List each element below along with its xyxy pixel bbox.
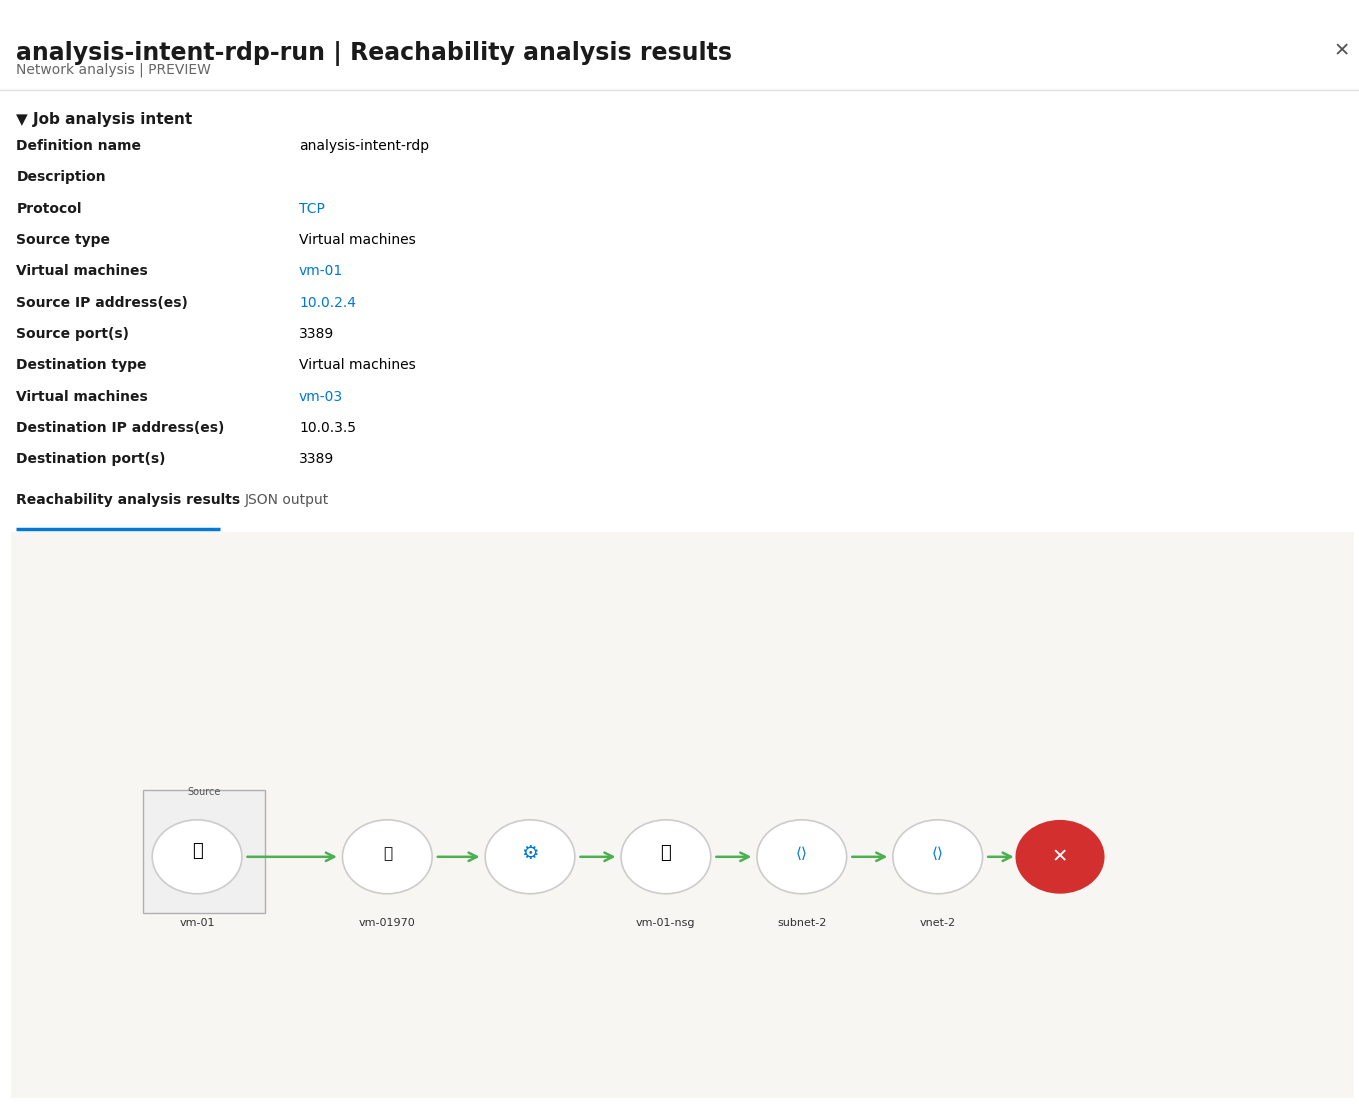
Text: analysis-intent-rdp-run | Reachability analysis results: analysis-intent-rdp-run | Reachability a… xyxy=(16,41,733,66)
Text: analysis-intent-rdp: analysis-intent-rdp xyxy=(299,139,429,153)
Text: vm-01-nsg: vm-01-nsg xyxy=(636,918,696,928)
Text: vm-01970: vm-01970 xyxy=(359,918,416,928)
Text: subnet-2: subnet-2 xyxy=(777,918,826,928)
Text: 3389: 3389 xyxy=(299,452,334,467)
Text: Source type: Source type xyxy=(16,233,110,248)
Text: vm-01: vm-01 xyxy=(179,918,215,928)
Text: ⟨⟩: ⟨⟩ xyxy=(796,846,807,861)
Text: vm-03: vm-03 xyxy=(299,390,342,404)
Circle shape xyxy=(1017,821,1104,893)
Text: Virtual machines: Virtual machines xyxy=(16,264,148,279)
Text: Virtual machines: Virtual machines xyxy=(16,390,148,404)
Text: Description: Description xyxy=(16,170,106,185)
Circle shape xyxy=(757,820,847,894)
Circle shape xyxy=(342,820,432,894)
Text: Virtual machines: Virtual machines xyxy=(299,233,416,248)
Circle shape xyxy=(893,820,983,894)
Text: ⟨⟩: ⟨⟩ xyxy=(932,846,943,861)
Text: vm-01: vm-01 xyxy=(299,264,344,279)
Text: Destination port(s): Destination port(s) xyxy=(16,452,166,467)
Text: JSON output: JSON output xyxy=(245,493,329,507)
Text: ▼ Job analysis intent: ▼ Job analysis intent xyxy=(16,112,193,127)
Text: Virtual machines: Virtual machines xyxy=(299,358,416,373)
FancyBboxPatch shape xyxy=(11,532,1354,1098)
Text: 🖥: 🖥 xyxy=(192,842,202,860)
Text: Definition name: Definition name xyxy=(16,139,141,153)
Text: Source: Source xyxy=(188,787,220,797)
Text: Reachability analysis results: Reachability analysis results xyxy=(16,493,241,507)
Text: Source port(s): Source port(s) xyxy=(16,327,129,342)
Text: ⚙: ⚙ xyxy=(522,844,538,862)
Text: Source IP address(es): Source IP address(es) xyxy=(16,296,188,310)
Text: Network analysis | PREVIEW: Network analysis | PREVIEW xyxy=(16,63,211,77)
Text: 10.0.3.5: 10.0.3.5 xyxy=(299,421,356,436)
Text: Destination type: Destination type xyxy=(16,358,147,373)
Text: 🟩: 🟩 xyxy=(383,846,391,861)
Circle shape xyxy=(621,820,711,894)
Text: 🛡: 🛡 xyxy=(660,844,671,862)
Text: 10.0.2.4: 10.0.2.4 xyxy=(299,296,356,310)
Circle shape xyxy=(485,820,575,894)
Circle shape xyxy=(152,820,242,894)
Text: Destination IP address(es): Destination IP address(es) xyxy=(16,421,224,436)
Text: ✕: ✕ xyxy=(1052,848,1068,866)
Text: 3389: 3389 xyxy=(299,327,334,342)
Text: ✕: ✕ xyxy=(1333,41,1349,60)
Text: TCP: TCP xyxy=(299,202,325,216)
Text: Protocol: Protocol xyxy=(16,202,82,216)
FancyBboxPatch shape xyxy=(143,790,265,913)
Text: vnet-2: vnet-2 xyxy=(920,918,955,928)
